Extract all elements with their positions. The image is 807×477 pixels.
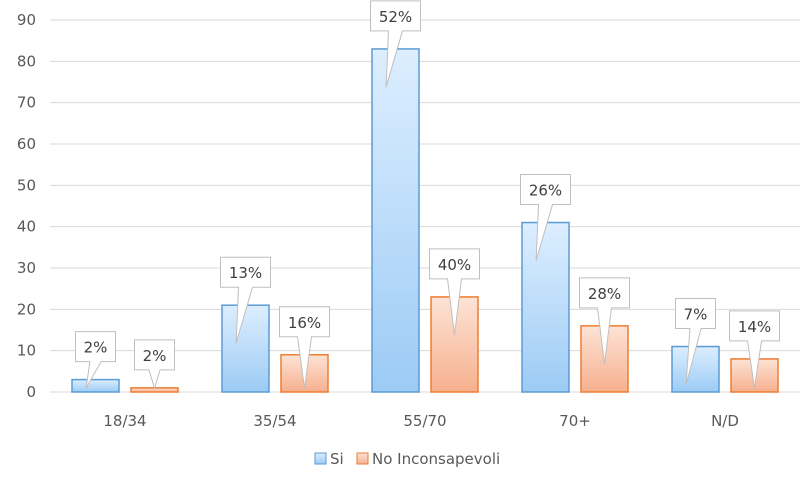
data-label-text: 26%	[529, 182, 562, 200]
legend-label: Si	[330, 450, 344, 468]
legend-swatch	[356, 452, 369, 465]
legend-item-si: Si	[314, 450, 344, 468]
data-label: 40%	[429, 248, 480, 335]
y-tick-label: 0	[26, 383, 36, 401]
data-label-callout	[729, 310, 780, 389]
x-tick-label: 55/70	[403, 412, 446, 430]
y-tick-label: 10	[17, 342, 36, 360]
y-tick-label: 70	[17, 94, 36, 112]
data-label-callout	[370, 0, 421, 88]
data-label-text: 7%	[684, 306, 708, 324]
data-label: 52%	[370, 0, 421, 88]
data-label-text: 28%	[588, 285, 621, 303]
x-tick-label: N/D	[711, 412, 739, 430]
legend-item-no-inconsapevoli: No Inconsapevoli	[356, 450, 500, 468]
x-tick-label: 35/54	[253, 412, 296, 430]
legend-label: No Inconsapevoli	[372, 450, 500, 468]
y-tick-label: 90	[17, 11, 36, 29]
bars	[71, 48, 779, 393]
y-tick-label: 60	[17, 135, 36, 153]
data-label: 16%	[279, 306, 330, 389]
data-label: 14%	[729, 310, 780, 389]
bar-si	[521, 221, 570, 393]
bar-no-inconsapevoli	[430, 296, 479, 393]
data-label: 26%	[520, 174, 571, 261]
bar-si	[371, 48, 420, 393]
y-tick-label: 50	[17, 176, 36, 194]
data-label: 2%	[75, 331, 116, 389]
y-tick-label: 30	[17, 259, 36, 277]
y-tick-label: 80	[17, 52, 36, 70]
data-label: 28%	[579, 277, 630, 364]
data-label-callout	[579, 277, 630, 364]
data-label-text: 2%	[143, 347, 167, 365]
bar-si	[221, 304, 270, 393]
data-label-callout	[279, 306, 330, 389]
data-label: 7%	[675, 298, 716, 385]
y-tick-label: 20	[17, 300, 36, 318]
data-label: 13%	[220, 256, 271, 344]
data-label-text: 13%	[229, 264, 262, 282]
legend: Si No Inconsapevoli	[314, 450, 500, 468]
x-axis: 18/34 35/54 55/70 70+ N/D	[103, 412, 739, 430]
bar-si	[671, 345, 720, 393]
data-label-callout	[220, 256, 271, 344]
data-label-callout	[429, 248, 480, 335]
data-label-text: 2%	[84, 339, 108, 357]
data-label-callout	[520, 174, 571, 261]
gridlines	[50, 19, 800, 393]
y-tick-label: 40	[17, 218, 36, 236]
data-label-callout	[75, 331, 116, 389]
legend-swatch	[314, 452, 327, 465]
y-axis: 0 10 20 30 40 50 60 70 80 90	[17, 11, 36, 401]
x-tick-label: 70+	[559, 412, 591, 430]
x-tick-label: 18/34	[103, 412, 146, 430]
data-label: 2%	[134, 339, 175, 390]
data-label-text: 16%	[288, 314, 321, 332]
data-labels: 2% 2% 13% 16% 52% 40% 26% 28% 7% 14%	[75, 0, 780, 390]
data-label-callout	[134, 339, 175, 390]
data-label-callout	[675, 298, 716, 385]
data-label-text: 40%	[438, 256, 471, 274]
data-label-text: 14%	[738, 318, 771, 336]
bar-si	[71, 378, 120, 393]
data-label-text: 52%	[379, 8, 412, 26]
